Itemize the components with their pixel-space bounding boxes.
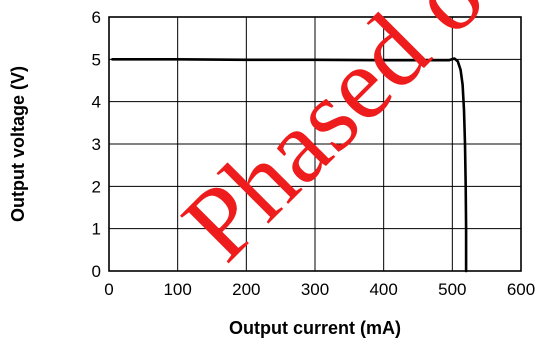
y-tick-label: 3 <box>92 135 101 154</box>
x-tick-label: 600 <box>507 280 535 299</box>
x-tick-label: 100 <box>163 280 191 299</box>
x-tick-labels: 0 100 200 300 400 500 600 <box>104 280 535 299</box>
y-tick-label: 5 <box>92 50 101 69</box>
y-tick-labels: 0 1 2 3 4 5 6 <box>92 8 101 281</box>
x-tick-label: 500 <box>438 280 466 299</box>
y-tick-label: 1 <box>92 220 101 239</box>
series-line <box>111 57 468 273</box>
watermark-text: Phased out <box>161 0 546 282</box>
plot-frame <box>108 16 522 272</box>
y-tick-label: 6 <box>92 8 101 27</box>
y-tick-label: 4 <box>92 93 101 112</box>
x-tick-label: 0 <box>104 280 113 299</box>
y-tick-label: 2 <box>92 177 101 196</box>
x-tick-label: 400 <box>369 280 397 299</box>
x-tick-label: 300 <box>301 280 329 299</box>
x-axis-title: Output current (mA) <box>229 318 401 338</box>
y-tick-label: 0 <box>92 262 101 281</box>
y-axis-title: Output voltage (V) <box>8 66 28 222</box>
x-tick-label: 200 <box>232 280 260 299</box>
